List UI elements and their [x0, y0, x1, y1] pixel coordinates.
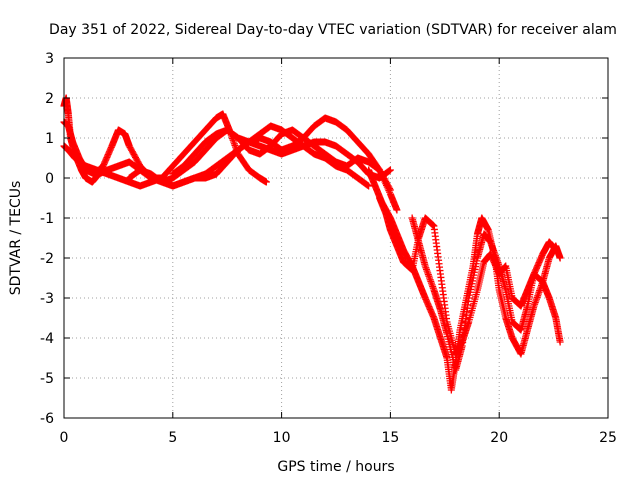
data-point [386, 166, 394, 174]
grid-layer [64, 58, 608, 418]
data-point [556, 254, 564, 262]
x-tick-label: 25 [599, 430, 617, 446]
data-point [365, 182, 373, 190]
y-axis-label: SDTVAR / TECUs [8, 181, 24, 296]
y-tick-label: 2 [45, 91, 54, 107]
x-tick-label: 5 [168, 430, 177, 446]
y-tick-label: -5 [40, 371, 54, 387]
x-tick-label: 0 [60, 430, 69, 446]
points-layer [60, 94, 564, 394]
y-tick-label: -6 [40, 411, 54, 427]
data-point [552, 246, 560, 254]
plot-frame [63, 57, 609, 419]
y-tick-label: -2 [40, 251, 54, 267]
y-tick-label: 0 [45, 171, 54, 187]
ticks-layer: 0 5 10 15 20 25 -6 -5 -4 -3 -2 -1 0 1 2 3 [40, 51, 617, 446]
series-track-5 [169, 126, 401, 214]
x-axis-label: GPS time / hours [277, 459, 394, 475]
data-point [393, 206, 401, 214]
y-tick-label: -3 [40, 291, 54, 307]
y-tick-label: 1 [45, 131, 54, 147]
data-point [556, 338, 564, 346]
series-track-8 [408, 214, 560, 374]
x-tick-label: 15 [381, 430, 399, 446]
y-tick-label: 3 [45, 51, 54, 67]
x-tick-label: 10 [273, 430, 291, 446]
chart-title: Day 351 of 2022, Sidereal Day-to-day VTE… [49, 22, 617, 38]
y-tick-label: -1 [40, 211, 54, 227]
y-tick-label: -4 [40, 331, 54, 347]
x-tick-label: 20 [490, 430, 508, 446]
data-point [262, 178, 270, 186]
